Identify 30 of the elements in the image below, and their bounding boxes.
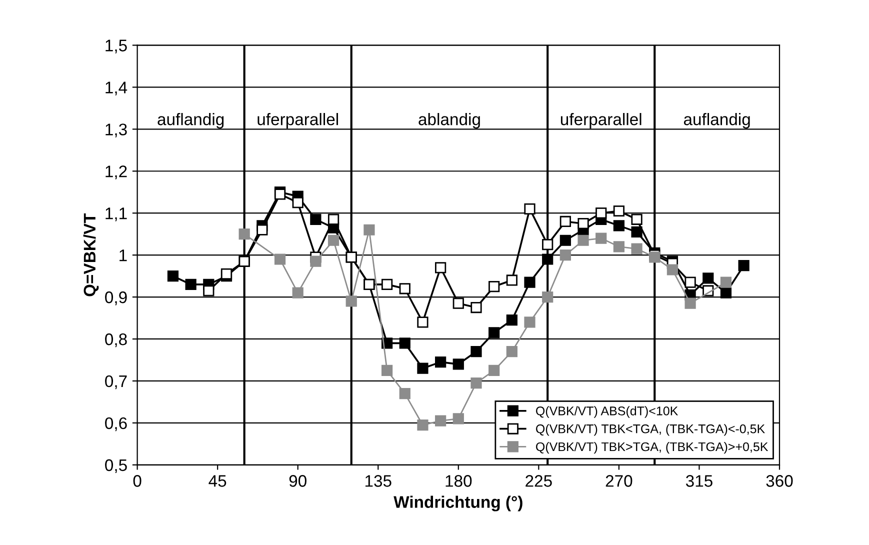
- x-tick-label: 225: [526, 475, 552, 487]
- y-tick-label: 0,9: [105, 291, 127, 306]
- annotation: uferparallel: [258, 113, 338, 129]
- x-tick-label: 270: [606, 475, 632, 487]
- y-tick-label: 1,4: [106, 82, 128, 96]
- x-tick-label: 90: [289, 475, 306, 487]
- x-tick-label: 315: [686, 475, 712, 487]
- y-tick-label: 0,5: [105, 459, 127, 474]
- annotation: uferparallel: [560, 113, 642, 129]
- y-tick-label: 0,6: [105, 417, 127, 432]
- legend-label: Q(VBK/VT) TBK<TGA, (TBK-TGA)<-0,5K: [536, 424, 765, 436]
- x-axis-title: Windrichtung (°): [394, 496, 522, 512]
- annotation: ablandig: [418, 113, 480, 129]
- x-tick-label: 45: [208, 475, 226, 487]
- legend-label: Q(VBK/VT) TBK>TGA, (TBK-TGA)>+0,5K: [536, 442, 768, 454]
- y-tick-label: 1,1: [106, 208, 127, 222]
- x-tick-label: 135: [365, 475, 392, 487]
- y-tick-label: 0,8: [105, 333, 127, 348]
- y-tick-label: 1,5: [106, 40, 127, 54]
- x-tick-label: 360: [766, 475, 793, 487]
- annotation: auflandig: [684, 113, 750, 129]
- y-tick-label: 1,3: [106, 124, 127, 138]
- y-tick-label: 1: [120, 250, 127, 262]
- y-axis-title: Q=VBK/VT: [83, 213, 99, 296]
- x-tick-label: 180: [446, 475, 472, 487]
- x-tick-label: 0: [133, 475, 142, 487]
- annotation: auflandig: [158, 113, 224, 129]
- legend-label: Q(VBK/VT) ABS(dT)<10K: [536, 406, 678, 418]
- y-tick-label: 0,7: [105, 375, 127, 390]
- y-tick-label: 1,2: [106, 166, 127, 180]
